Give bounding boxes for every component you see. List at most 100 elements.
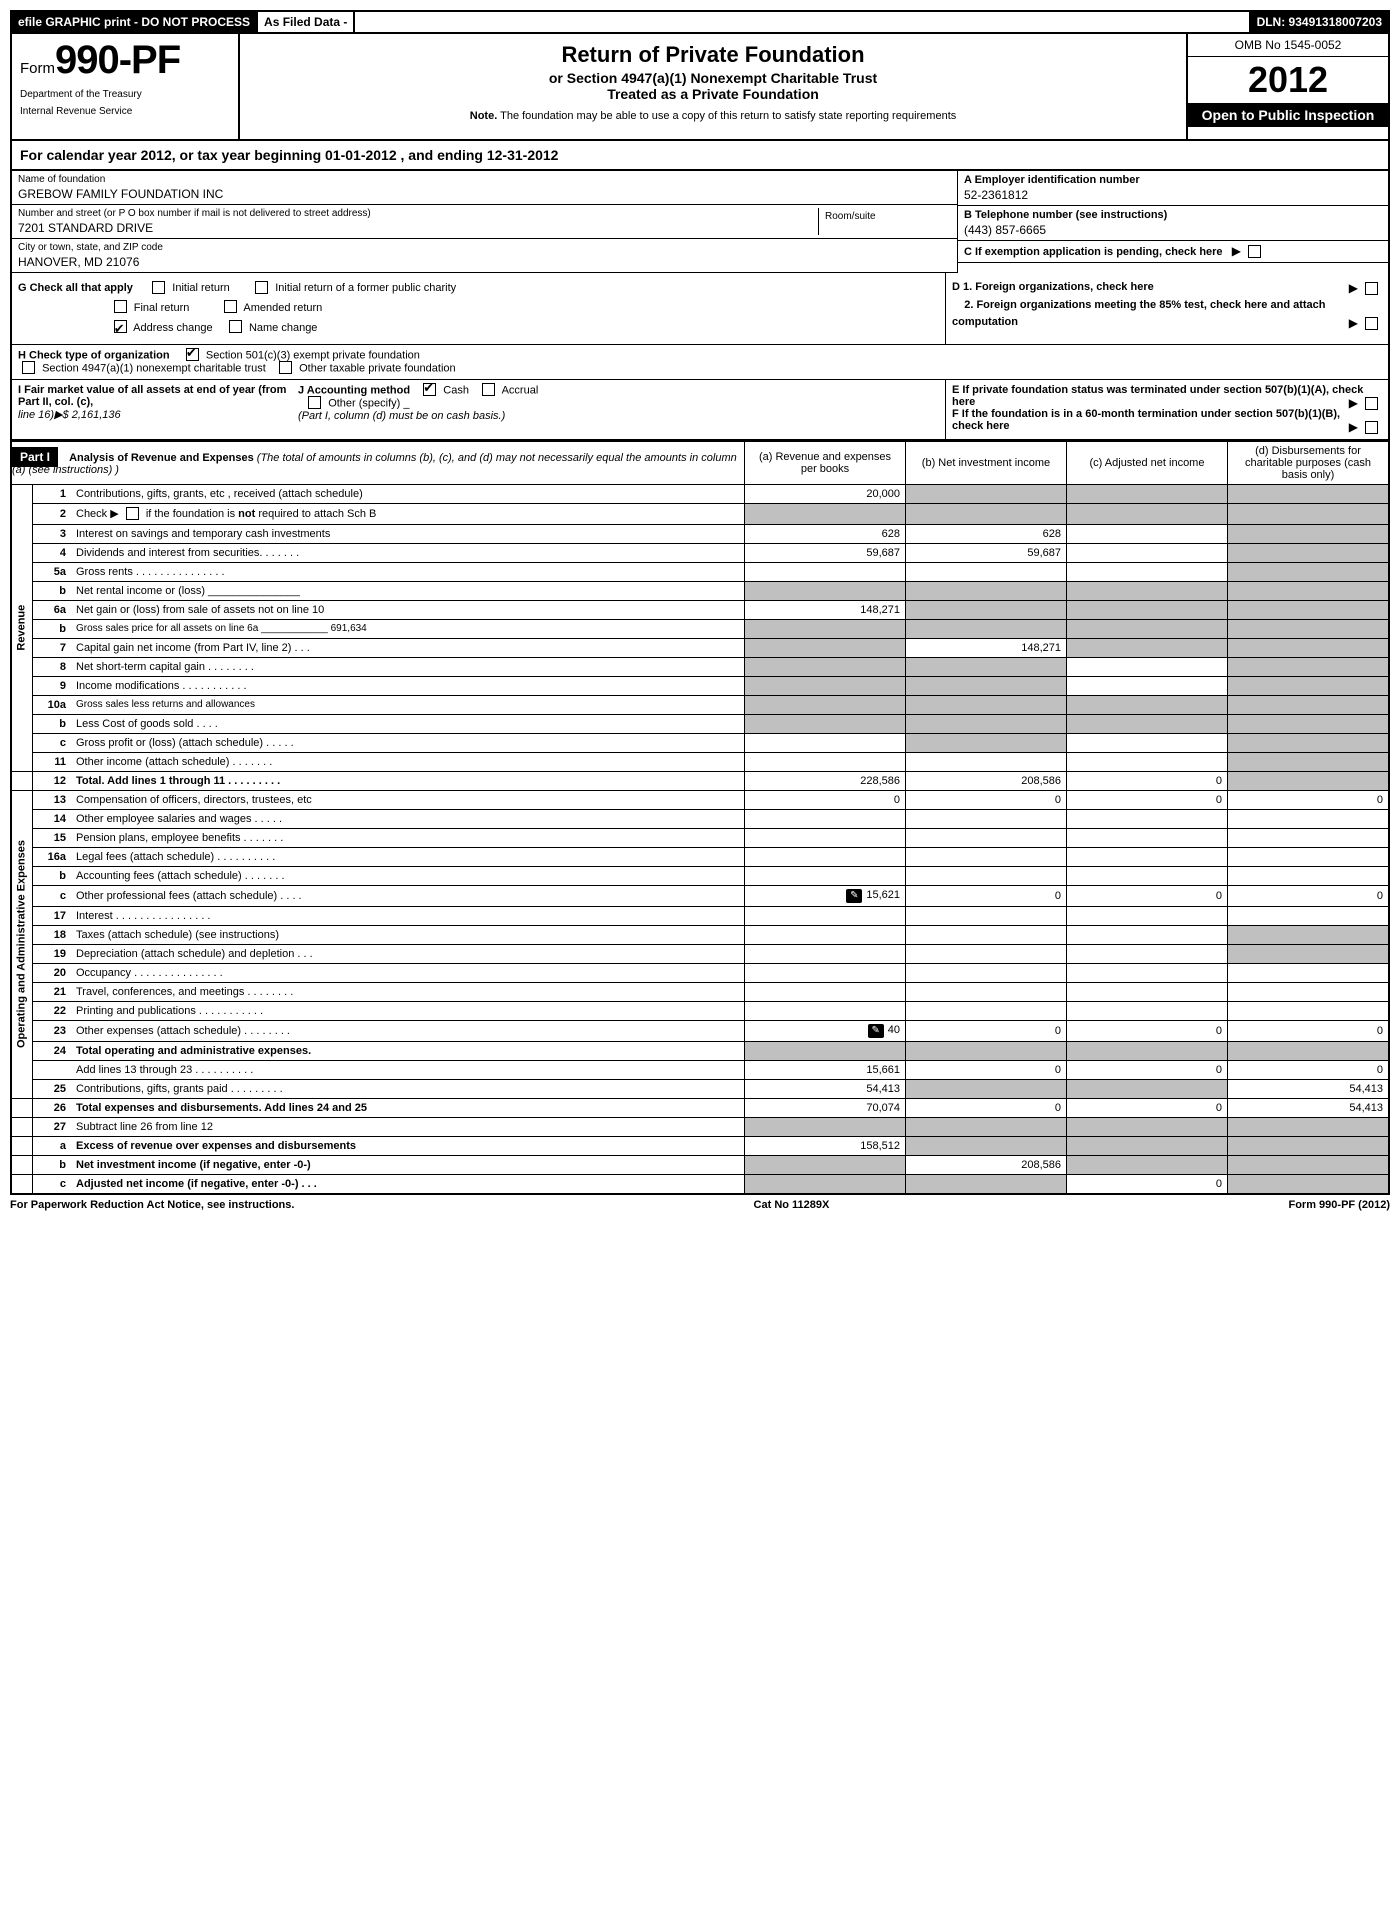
dept-irs: Internal Revenue Service xyxy=(20,106,230,117)
schb-cb[interactable] xyxy=(126,507,139,520)
header-left: Form990-PF Department of the Treasury In… xyxy=(12,34,240,139)
street-label: Number and street (or P O box number if … xyxy=(18,208,818,219)
phone-value: (443) 857-6665 xyxy=(964,223,1382,237)
c-cell: C If exemption application is pending, c… xyxy=(958,241,1388,263)
j1-cb[interactable] xyxy=(423,383,436,396)
j-label: J Accounting method xyxy=(298,385,410,397)
row-1: Revenue 1Contributions, gifts, grants, e… xyxy=(11,484,1389,503)
attach-icon[interactable]: ✎ xyxy=(868,1024,884,1038)
j3-cb[interactable] xyxy=(308,396,321,409)
row-9: 9Income modifications . . . . . . . . . … xyxy=(11,676,1389,695)
form-title: Return of Private Foundation xyxy=(246,42,1180,68)
asfiled-label: As Filed Data - xyxy=(256,12,355,32)
dln-label: DLN: 93491318007203 xyxy=(1251,12,1388,32)
g-checks: G Check all that apply Initial return In… xyxy=(12,273,945,344)
g4-cb[interactable] xyxy=(224,300,237,313)
ein-label: A Employer identification number xyxy=(964,174,1382,186)
row-8: 8Net short-term capital gain . . . . . .… xyxy=(11,657,1389,676)
top-bar: efile GRAPHIC print - DO NOT PROCESS As … xyxy=(10,10,1390,34)
ij-row: I Fair market value of all assets at end… xyxy=(10,380,1390,441)
part1-title: Analysis of Revenue and Expenses xyxy=(69,452,254,464)
c-checkbox[interactable] xyxy=(1248,245,1261,258)
row-27b: bNet investment income (if negative, ent… xyxy=(11,1155,1389,1174)
d1-label: D 1. Foreign organizations, check here xyxy=(952,281,1154,293)
c-label: C If exemption application is pending, c… xyxy=(964,246,1223,258)
row-10c: cGross profit or (loss) (attach schedule… xyxy=(11,733,1389,752)
row-7: 7Capital gain net income (from Part IV, … xyxy=(11,638,1389,657)
j-note: (Part I, column (d) must be on cash basi… xyxy=(298,410,505,422)
phone-label: B Telephone number (see instructions) xyxy=(964,209,1382,221)
footer-mid: Cat No 11289X xyxy=(754,1199,830,1211)
attach-icon[interactable]: ✎ xyxy=(846,889,862,903)
name-label: Name of foundation xyxy=(18,174,951,185)
d1-cb[interactable] xyxy=(1365,282,1378,295)
row-5b: bNet rental income or (loss) ___________… xyxy=(11,581,1389,600)
g3-cb[interactable] xyxy=(114,300,127,313)
row-17: 17Interest . . . . . . . . . . . . . . .… xyxy=(11,906,1389,925)
omb-number: OMB No 1545-0052 xyxy=(1188,34,1388,57)
dept-treasury: Department of the Treasury xyxy=(20,89,230,100)
city-value: HANOVER, MD 21076 xyxy=(18,255,951,269)
h2-cb[interactable] xyxy=(22,361,35,374)
row-27a: aExcess of revenue over expenses and dis… xyxy=(11,1136,1389,1155)
street-value: 7201 STANDARD DRIVE xyxy=(18,221,818,235)
col-a-header: (a) Revenue and expenses per books xyxy=(745,441,906,484)
tax-year: 2012 xyxy=(1188,57,1388,103)
col-d-header: (d) Disbursements for charitable purpose… xyxy=(1228,441,1390,484)
topbar-spacer xyxy=(355,12,1250,32)
city-label: City or town, state, and ZIP code xyxy=(18,242,951,253)
d-checks: D 1. Foreign organizations, check here ▶… xyxy=(945,273,1388,344)
footer-right: Form 990-PF (2012) xyxy=(1288,1199,1390,1211)
form-no-big: 990-PF xyxy=(55,38,180,82)
g6-cb[interactable] xyxy=(229,320,242,333)
street-cell: Number and street (or P O box number if … xyxy=(18,208,819,235)
row-12: 12Total. Add lines 1 through 11 . . . . … xyxy=(11,771,1389,790)
row-25: 25Contributions, gifts, grants paid . . … xyxy=(11,1079,1389,1098)
h-row: H Check type of organization Section 501… xyxy=(10,345,1390,380)
row-2: 2Check ▶ if the foundation is not requir… xyxy=(11,503,1389,524)
note-label: Note. xyxy=(470,110,498,122)
row-21: 21Travel, conferences, and meetings . . … xyxy=(11,982,1389,1001)
row-19: 19Depreciation (attach schedule) and dep… xyxy=(11,944,1389,963)
header-right: OMB No 1545-0052 2012 Open to Public Ins… xyxy=(1186,34,1388,139)
j2-cb[interactable] xyxy=(482,383,495,396)
f-cb[interactable] xyxy=(1365,421,1378,434)
row-26: 26Total expenses and disbursements. Add … xyxy=(11,1098,1389,1117)
g2-cb[interactable] xyxy=(255,281,268,294)
address-row: Number and street (or P O box number if … xyxy=(12,205,957,239)
header-note: Note. The foundation may be able to use … xyxy=(246,110,1180,122)
e-cb[interactable] xyxy=(1365,397,1378,410)
h1-cb[interactable] xyxy=(186,348,199,361)
room-label: Room/suite xyxy=(825,211,945,222)
ein-cell: A Employer identification number 52-2361… xyxy=(958,171,1388,206)
d2-cb[interactable] xyxy=(1365,317,1378,330)
form-prefix: Form xyxy=(20,60,55,77)
g5-cb[interactable] xyxy=(114,320,127,333)
i-section: I Fair market value of all assets at end… xyxy=(18,384,298,435)
row-16a: 16aLegal fees (attach schedule) . . . . … xyxy=(11,847,1389,866)
revenue-label: Revenue xyxy=(11,484,33,771)
f-label: F If the foundation is in a 60-month ter… xyxy=(952,408,1340,432)
check-section: G Check all that apply Initial return In… xyxy=(10,273,1390,345)
header-mid: Return of Private Foundation or Section … xyxy=(240,34,1186,139)
footer-left: For Paperwork Reduction Act Notice, see … xyxy=(10,1199,294,1211)
subtitle-1: or Section 4947(a)(1) Nonexempt Charitab… xyxy=(246,70,1180,86)
row-6b: bGross sales price for all assets on lin… xyxy=(11,619,1389,638)
note-text: The foundation may be able to use a copy… xyxy=(500,110,956,122)
g1-cb[interactable] xyxy=(152,281,165,294)
foundation-name: GREBOW FAMILY FOUNDATION INC xyxy=(18,187,951,201)
open-inspection: Open to Public Inspection xyxy=(1188,103,1388,127)
calendar-year: For calendar year 2012, or tax year begi… xyxy=(10,141,1390,171)
subtitle-2: Treated as a Private Foundation xyxy=(246,86,1180,102)
row-22: 22Printing and publications . . . . . . … xyxy=(11,1001,1389,1020)
g-label: G Check all that apply xyxy=(18,282,133,294)
row-15: 15Pension plans, employee benefits . . .… xyxy=(11,828,1389,847)
row-4: 4Dividends and interest from securities.… xyxy=(11,543,1389,562)
page-footer: For Paperwork Reduction Act Notice, see … xyxy=(10,1195,1390,1215)
col-b-header: (b) Net investment income xyxy=(906,441,1067,484)
row-23: 23Other expenses (attach schedule) . . .… xyxy=(11,1020,1389,1041)
h3-cb[interactable] xyxy=(279,361,292,374)
row-16b: bAccounting fees (attach schedule) . . .… xyxy=(11,866,1389,885)
form-number: Form990-PF xyxy=(20,38,230,83)
row-16c: cOther professional fees (attach schedul… xyxy=(11,885,1389,906)
